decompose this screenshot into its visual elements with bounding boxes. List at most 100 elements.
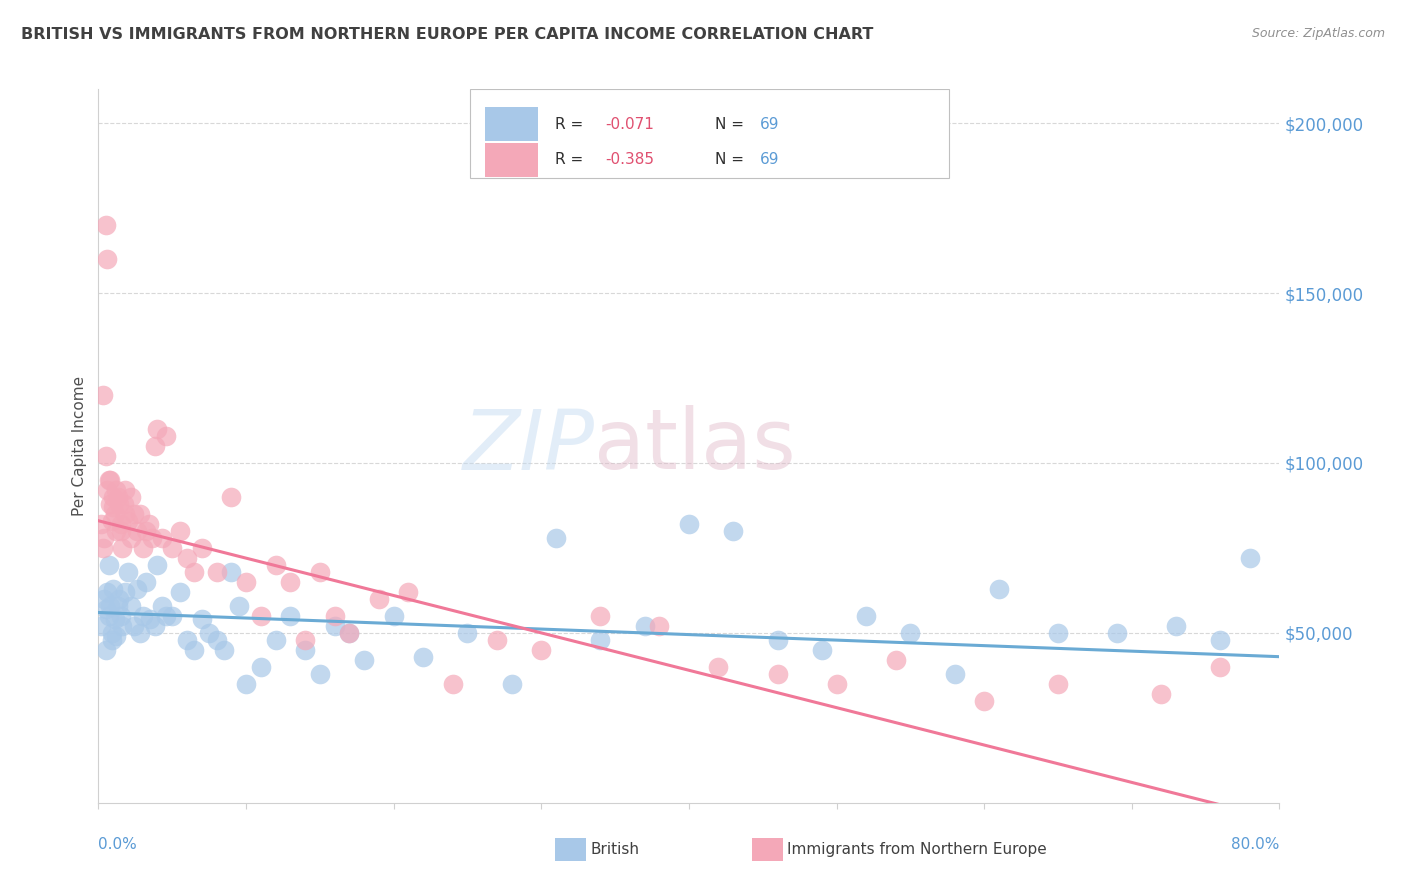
Point <box>264 632 287 647</box>
Text: Immigrants from Northern Europe: Immigrants from Northern Europe <box>787 842 1047 857</box>
Point <box>96 483 118 498</box>
Point <box>884 653 907 667</box>
Point <box>943 666 966 681</box>
Point <box>150 599 173 613</box>
Point <box>104 507 127 521</box>
Point <box>110 524 132 538</box>
Text: -0.071: -0.071 <box>605 117 654 132</box>
Point <box>501 677 523 691</box>
Point <box>589 632 612 647</box>
Point <box>1046 677 1069 691</box>
Point <box>589 608 612 623</box>
Point <box>110 608 132 623</box>
Point <box>110 517 132 532</box>
Point <box>278 574 302 589</box>
Point <box>125 524 148 538</box>
Point <box>128 507 150 521</box>
Point <box>987 582 1010 596</box>
Point <box>235 574 257 589</box>
Text: 80.0%: 80.0% <box>1232 837 1279 852</box>
Y-axis label: Per Capita Income: Per Capita Income <box>72 376 87 516</box>
Point <box>169 585 191 599</box>
Point <box>120 599 142 613</box>
Point <box>105 629 128 643</box>
Point <box>323 608 346 623</box>
Point <box>219 565 242 579</box>
Point <box>146 558 169 572</box>
Point <box>1209 660 1232 674</box>
Point <box>143 439 166 453</box>
Point <box>169 524 191 538</box>
Point <box>721 524 744 538</box>
Point <box>98 473 121 487</box>
Point <box>486 632 509 647</box>
Point <box>150 531 173 545</box>
Point <box>104 612 127 626</box>
Point <box>135 574 157 589</box>
Point <box>176 632 198 647</box>
Point <box>103 490 125 504</box>
Text: 69: 69 <box>759 117 779 132</box>
Point <box>198 626 221 640</box>
Point <box>90 619 112 633</box>
Point <box>441 677 464 691</box>
Point <box>146 422 169 436</box>
Point <box>107 599 129 613</box>
Point <box>766 666 789 681</box>
Point <box>544 531 567 545</box>
Point <box>766 632 789 647</box>
Point <box>633 619 655 633</box>
Point <box>205 632 228 647</box>
Point <box>122 507 145 521</box>
Point <box>353 653 375 667</box>
Point <box>191 541 214 555</box>
Point <box>105 483 128 498</box>
Point <box>855 608 877 623</box>
Point <box>100 632 122 647</box>
Point <box>93 591 115 606</box>
Point <box>141 531 163 545</box>
Point <box>235 677 257 691</box>
Text: 0.0%: 0.0% <box>98 837 138 852</box>
Point <box>825 677 848 691</box>
Point <box>143 619 166 633</box>
FancyBboxPatch shape <box>471 89 949 178</box>
Point <box>205 565 228 579</box>
Point <box>294 643 316 657</box>
Text: R =: R = <box>555 153 589 168</box>
Point <box>117 514 139 528</box>
Point <box>138 517 160 532</box>
Point <box>294 632 316 647</box>
Point <box>98 599 121 613</box>
Point <box>96 585 118 599</box>
Point <box>90 517 112 532</box>
Point <box>900 626 922 640</box>
Point <box>530 643 553 657</box>
Point <box>100 514 122 528</box>
Point <box>707 660 730 674</box>
Point <box>94 643 117 657</box>
Point <box>212 643 235 657</box>
Point <box>91 388 114 402</box>
Point <box>412 649 434 664</box>
Point <box>382 608 405 623</box>
Point <box>103 500 125 515</box>
Point <box>648 619 671 633</box>
Point <box>162 608 183 623</box>
Point <box>456 626 478 640</box>
Point <box>337 626 360 640</box>
Text: N =: N = <box>714 117 749 132</box>
Text: N =: N = <box>714 153 749 168</box>
Point <box>1105 626 1128 640</box>
Text: -0.385: -0.385 <box>605 153 654 168</box>
Point <box>250 608 273 623</box>
Point <box>108 591 131 606</box>
Point <box>97 558 120 572</box>
Point <box>228 599 250 613</box>
Point <box>810 643 832 657</box>
Point <box>183 643 205 657</box>
Text: 69: 69 <box>759 153 779 168</box>
Point <box>132 608 155 623</box>
Point <box>135 524 157 538</box>
Point <box>1046 626 1069 640</box>
